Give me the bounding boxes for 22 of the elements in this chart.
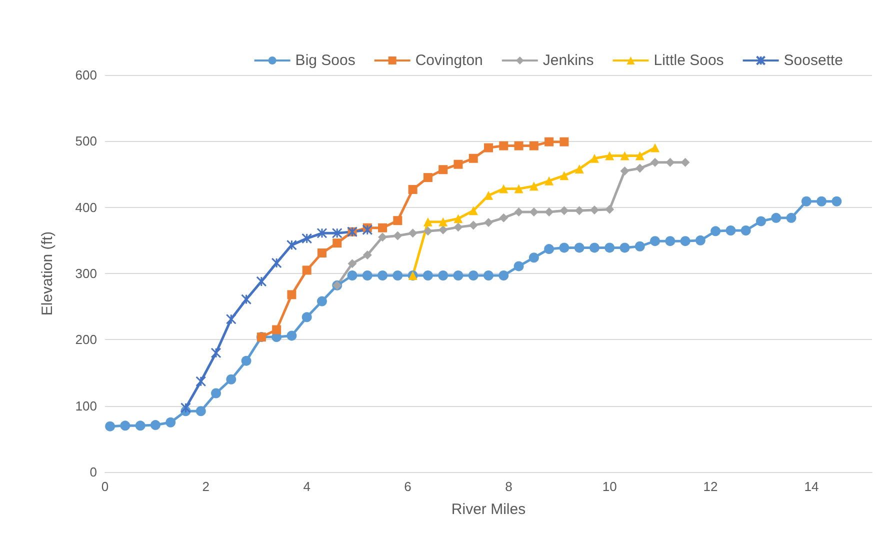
x-tick-label: 6 — [404, 479, 412, 494]
x-tick-label: 4 — [303, 479, 310, 494]
x-tick-label: 0 — [101, 479, 109, 494]
y-tick-label: 500 — [75, 134, 97, 149]
x-tick-label: 2 — [202, 479, 210, 494]
y-tick-label: 300 — [75, 266, 97, 281]
legend-label: Big Soos — [295, 52, 356, 69]
y-tick-label: 400 — [75, 200, 97, 215]
legend-label: Little Soos — [654, 52, 724, 69]
x-tick-label: 10 — [602, 479, 617, 494]
legend-label: Soosette — [784, 52, 844, 69]
legend-label: Covington — [415, 52, 483, 69]
y-tick-label: 600 — [75, 68, 97, 82]
y-axis-title: Elevation (ft) — [39, 231, 56, 316]
y-tick-label: 200 — [75, 332, 97, 348]
y-tick-label: 0 — [90, 464, 97, 480]
x-tick-label: 8 — [505, 479, 512, 494]
x-tick-label: 14 — [804, 479, 819, 494]
legend-label: Jenkins — [542, 52, 594, 69]
y-tick-label: 100 — [75, 398, 97, 414]
x-axis-title: River Miles — [451, 501, 526, 518]
x-tick-label: 12 — [703, 479, 718, 494]
